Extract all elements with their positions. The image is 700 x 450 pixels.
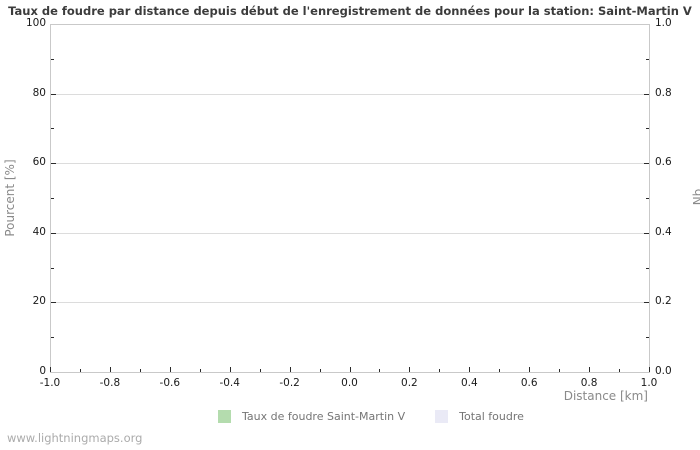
y-major-tick-right xyxy=(644,163,649,165)
y-axis-tick-label-right: 0.6 xyxy=(655,156,672,169)
x-axis-title: Distance [km] xyxy=(563,389,648,403)
y-major-tick-left xyxy=(51,163,56,165)
x-axis-tick-label: 0.6 xyxy=(520,377,538,389)
y-axis-tick-label-left: 100 xyxy=(25,17,46,29)
y-axis-tick-label-left: 40 xyxy=(32,225,46,238)
legend-swatch-lavender-icon xyxy=(435,410,449,423)
y-major-tick-right xyxy=(644,232,649,234)
x-axis-tick-label: -0.4 xyxy=(219,377,240,389)
x-minor-tick xyxy=(559,369,561,372)
y-minor-tick-right xyxy=(646,267,649,269)
y-minor-tick-right xyxy=(646,198,649,199)
y-axis-tick-label-left: 80 xyxy=(32,86,46,99)
x-major-tick xyxy=(50,367,51,372)
x-axis-tick-label: 0.8 xyxy=(580,377,598,389)
x-minor-tick xyxy=(499,369,501,372)
x-minor-tick xyxy=(439,369,441,372)
x-major-tick xyxy=(529,367,531,372)
x-axis-tick-label: 1.0 xyxy=(640,377,658,389)
y-minor-tick-left xyxy=(51,128,54,130)
x-axis-tick-label: 0.0 xyxy=(341,377,358,389)
plot-area xyxy=(50,24,650,373)
x-minor-tick xyxy=(319,369,321,372)
y-major-tick-left xyxy=(51,232,56,234)
x-major-tick xyxy=(409,367,411,372)
x-minor-tick xyxy=(139,369,141,372)
y-minor-tick-left xyxy=(51,198,54,199)
x-minor-tick xyxy=(619,369,621,372)
y-axis-tick-label-left: 0 xyxy=(39,365,46,377)
gridline-horizontal xyxy=(51,163,649,165)
y-axis-tick-label-left: 20 xyxy=(32,295,46,308)
x-axis-tick-label: 0.2 xyxy=(401,377,418,389)
y-minor-tick-left xyxy=(51,58,54,60)
x-major-tick xyxy=(289,367,291,372)
x-axis-tick-label: -0.2 xyxy=(279,377,300,389)
legend-item-total-foudre: Total foudre xyxy=(435,410,524,423)
y-minor-tick-right xyxy=(646,128,649,130)
x-minor-tick xyxy=(379,369,381,372)
y-minor-tick-left xyxy=(51,267,54,269)
x-major-tick xyxy=(169,367,171,372)
gridline-horizontal xyxy=(51,232,649,234)
x-major-tick xyxy=(589,367,591,372)
legend-label: Total foudre xyxy=(459,410,524,423)
y-minor-tick-left xyxy=(51,337,54,339)
x-minor-tick xyxy=(259,369,261,372)
y-axis-tick-label-right: 0.4 xyxy=(655,225,672,238)
lightningmaps-attribution-link[interactable]: www.lightningmaps.org xyxy=(7,431,143,445)
x-major-tick xyxy=(109,367,111,372)
y-major-tick-right xyxy=(644,93,649,95)
y-major-tick-left xyxy=(51,93,56,95)
chart-legend: Taux de foudre Saint-Martin V Total foud… xyxy=(218,410,524,423)
x-axis-tick-label: -0.6 xyxy=(159,377,181,389)
legend-swatch-green-icon xyxy=(218,410,231,423)
y-axis-title-right: Nb xyxy=(691,188,700,206)
y-major-tick-left xyxy=(51,302,56,304)
x-minor-tick xyxy=(199,369,201,372)
x-axis-tick-label: -1.0 xyxy=(39,377,61,389)
gridline-horizontal xyxy=(51,93,649,95)
y-axis-tick-label-right: 1.0 xyxy=(655,17,672,29)
x-axis-tick-label: 0.4 xyxy=(460,377,478,389)
y-minor-tick-right xyxy=(646,58,649,60)
x-major-tick xyxy=(649,367,650,372)
legend-label: Taux de foudre Saint-Martin V xyxy=(242,410,406,423)
y-axis-tick-label-right: 0.0 xyxy=(655,365,672,377)
chart-title: Taux de foudre par distance depuis début… xyxy=(8,4,692,18)
y-minor-tick-right xyxy=(646,337,649,339)
y-axis-tick-label-right: 0.8 xyxy=(655,86,672,99)
x-major-tick xyxy=(469,367,471,372)
x-minor-tick xyxy=(79,369,81,372)
legend-item-taux-de-foudre: Taux de foudre Saint-Martin V xyxy=(218,410,405,423)
y-axis-title-left: Pourcent [%] xyxy=(3,159,17,237)
y-axis-tick-label-right: 0.2 xyxy=(655,295,672,308)
x-major-tick xyxy=(349,367,351,372)
y-major-tick-right xyxy=(644,302,649,304)
y-axis-tick-label-left: 60 xyxy=(32,156,46,169)
x-major-tick xyxy=(229,367,231,372)
x-axis-tick-label: -0.8 xyxy=(99,377,121,389)
gridline-horizontal xyxy=(51,302,649,304)
